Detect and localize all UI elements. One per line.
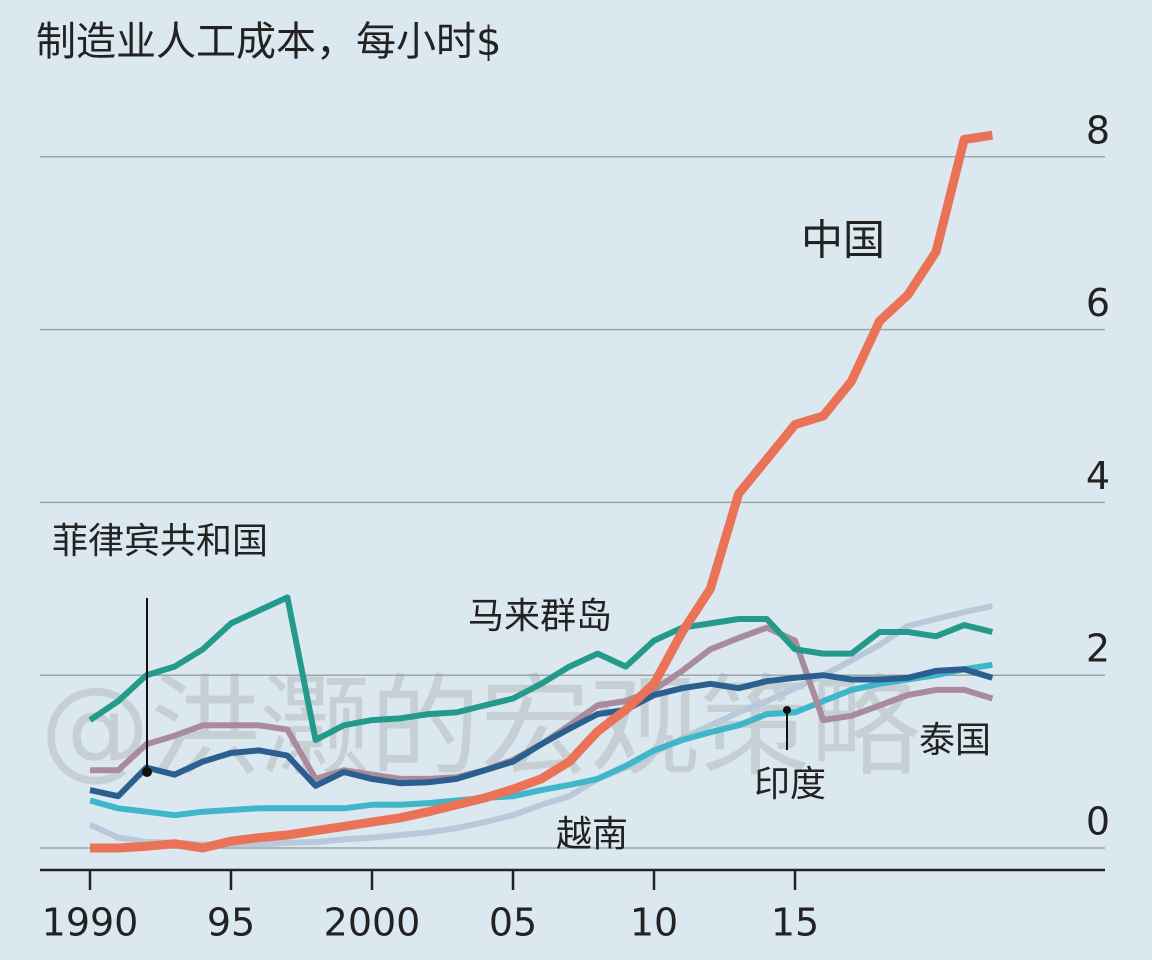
series-line [88,603,994,848]
y-tick-label: 4 [1086,454,1110,498]
series-label: 中国 [801,216,885,265]
pointer-dot [142,767,152,777]
x-tick-label: 95 [207,901,255,945]
x-tick-label: 05 [489,901,537,945]
y-tick-label: 6 [1086,281,1110,325]
series-label: 泰国 [919,720,991,761]
y-tick-label: 2 [1086,627,1110,671]
pointer-dot [783,706,791,714]
x-tick-label: 2000 [324,901,421,945]
y-tick-label: 8 [1086,108,1110,152]
y-tick-label: 0 [1086,800,1110,844]
x-tick-label: 1990 [42,901,139,945]
series-label: 印度 [754,764,826,805]
x-tick-label: 15 [771,901,819,945]
series-line [90,130,994,853]
series-label: 越南 [556,814,628,855]
chart-title: 制造业人工成本，每小时$ [36,19,501,65]
series-line [89,661,993,819]
series-line [88,594,994,743]
series-label: 马来群岛 [468,596,612,637]
x-tick-label: 10 [630,901,678,945]
series-label: 菲律宾共和国 [52,521,268,562]
series-line [89,666,994,800]
